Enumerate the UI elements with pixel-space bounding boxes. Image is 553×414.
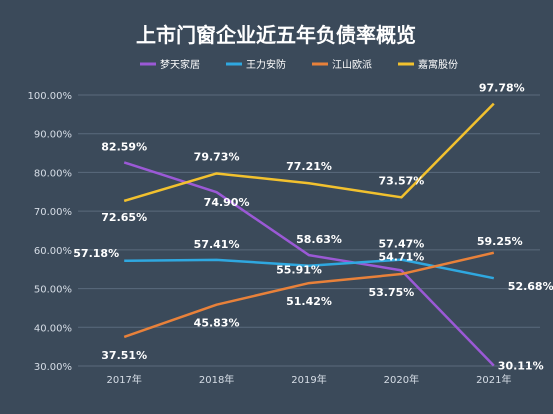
gridlines	[78, 94, 540, 367]
series-line	[123, 251, 495, 339]
data-label: 30.11%	[498, 360, 544, 373]
y-axis: 30.00% 40.00% 50.00% 60.00% 70.00% 80.00% 90.0…	[28, 91, 73, 373]
data-label: 57.47%	[378, 238, 424, 251]
x-tick-label: 2018年	[199, 373, 234, 386]
chart-title: 上市门窗企业近五年负债率概览	[136, 23, 416, 47]
data-label: 73.57%	[378, 174, 424, 187]
x-axis: 2017年 2018年 2019年 2020年 2021年	[106, 373, 511, 386]
x-tick-label: 2020年	[384, 373, 419, 386]
data-label: 79.73%	[194, 150, 240, 163]
legend-item: 王力安防	[226, 58, 286, 71]
y-tick-label: 50.00%	[34, 285, 72, 296]
legend: 梦天家居 王力安防 江山欧派 嘉寓股份	[140, 58, 458, 71]
series-line	[123, 102, 495, 203]
data-label: 58.63%	[296, 233, 342, 246]
data-label: 51.42%	[286, 295, 332, 308]
data-label: 59.25%	[477, 235, 523, 248]
legend-label: 梦天家居	[160, 58, 200, 71]
legend-label: 江山欧派	[332, 59, 372, 71]
data-label: 57.18%	[73, 247, 119, 260]
y-tick-label: 40.00%	[34, 323, 72, 334]
data-label: 54.71%	[378, 250, 424, 263]
data-label: 37.51%	[101, 349, 147, 362]
data-label: 55.91%	[276, 264, 322, 277]
y-tick-label: 70.00%	[34, 207, 72, 218]
x-tick-label: 2021年	[476, 373, 511, 386]
legend-item: 嘉寓股份	[398, 58, 458, 71]
data-label: 53.75%	[368, 286, 414, 299]
data-label: 45.83%	[194, 317, 240, 330]
y-tick-label: 60.00%	[34, 246, 72, 257]
y-tick-label: 100.00%	[28, 91, 73, 102]
data-label: 57.41%	[194, 238, 240, 251]
data-label: 74.90%	[204, 196, 250, 209]
x-tick-label: 2019年	[291, 373, 326, 386]
legend-item: 梦天家居	[140, 58, 200, 71]
x-tick-label: 2017年	[106, 373, 141, 386]
data-label: 52.68%	[508, 280, 553, 293]
series-lines	[123, 102, 495, 367]
data-label: 72.65%	[101, 211, 147, 224]
y-tick-label: 80.00%	[34, 168, 72, 179]
data-label: 97.78%	[479, 82, 525, 95]
data-label: 77.21%	[286, 160, 332, 173]
y-tick-label: 90.00%	[34, 130, 72, 141]
data-label: 82.59%	[101, 140, 147, 153]
data-labels: 82.59% 74.90% 58.63% 54.71% 30.11% 57.18% 57.4…	[73, 82, 553, 373]
legend-label: 王力安防	[246, 58, 286, 71]
y-tick-label: 30.00%	[34, 362, 72, 373]
legend-item: 江山欧派	[312, 59, 372, 71]
legend-label: 嘉寓股份	[418, 58, 458, 71]
